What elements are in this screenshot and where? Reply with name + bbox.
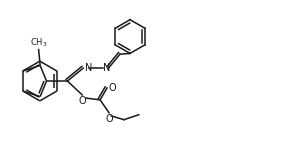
Text: N: N bbox=[103, 63, 111, 73]
Text: N: N bbox=[85, 63, 92, 73]
Text: CH$_3$: CH$_3$ bbox=[30, 37, 47, 49]
Text: O: O bbox=[108, 83, 116, 93]
Text: O: O bbox=[106, 114, 113, 124]
Text: O: O bbox=[79, 96, 87, 106]
